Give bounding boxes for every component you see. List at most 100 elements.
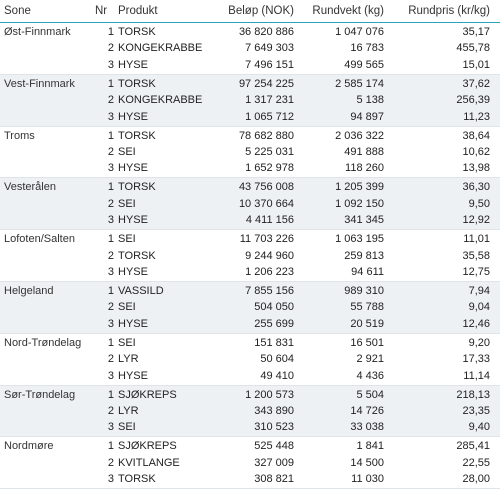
table-row: 2 KONGEKRABBE 7 649 303 16 783 455,78 [0,41,500,57]
cell-belop: 11 703 226 [239,233,294,246]
table-row: 2 SEI 504 050 55 788 9,04 [0,300,500,316]
cell-rundvekt: 14 500 [350,456,384,469]
cell-rundvekt: 5 504 [356,388,384,401]
cell-rundpris: 9,40 [468,421,490,434]
cell-rundvekt: 11 030 [351,473,384,486]
cell-nr: 3 [107,369,114,382]
cell-produkt: SJØKREPS [118,440,177,453]
zone-name: Troms [4,129,35,142]
cell-produkt: KONGEKRABBE [118,94,203,107]
cell-produkt: TORSK [118,129,156,142]
cell-rundpris: 7,94 [468,284,490,297]
zone-group: Lofoten/Salten 1 SEI 11 703 226 1 063 195 11,… [0,230,500,282]
table-row: 1 TORSK 36 820 886 1 047 076 35,17 [0,25,500,41]
cell-belop: 310 523 [254,421,294,434]
cell-rundpris: 38,64 [462,129,490,142]
cell-produkt: TORSK [118,77,156,90]
cell-produkt: SEI [118,301,136,314]
table-row: 3 TORSK 308 821 11 030 28,00 [0,472,500,488]
cell-rundpris: 11,14 [463,369,490,382]
zone-group: Helgeland 1 VASSILD 7 855 156 989 310 7,94 2 SE… [0,281,500,334]
cell-rundvekt: 55 788 [350,301,384,314]
cell-nr: 3 [107,317,114,330]
cell-rundpris: 256,39 [456,94,490,107]
zone-name: Vest-Finnmark [4,77,75,90]
cell-nr: 1 [107,440,114,453]
cell-rundpris: 37,62 [462,77,490,90]
cell-rundpris: 36,30 [462,181,490,194]
cell-rundpris: 218,13 [456,388,490,401]
cell-rundvekt: 491 888 [344,145,384,158]
cell-belop: 308 821 [254,473,294,486]
cell-nr: 1 [107,181,114,194]
cell-produkt: SEI [118,336,136,349]
table-row: 1 SEI 11 703 226 1 063 195 11,01 [0,232,500,248]
table-row: 3 SEI 310 523 33 038 9,40 [0,420,500,436]
cell-produkt: LYR [118,353,139,366]
cell-rundpris: 13,98 [462,162,490,175]
cell-belop: 151 831 [254,336,294,349]
cell-nr: 3 [107,162,114,175]
zone-name: Lofoten/Salten [4,233,75,246]
cell-belop: 1 206 223 [245,265,294,278]
zone-group: Sør-Trøndelag 1 SJØKREPS 1 200 573 5 504 218,… [0,385,500,438]
cell-belop: 327 009 [254,456,294,469]
cell-belop: 97 254 225 [238,77,294,90]
cell-nr: 2 [107,249,114,262]
table-row: 3 HYSE 1 652 978 118 260 13,98 [0,161,500,177]
cell-belop: 1 652 978 [245,162,294,175]
cell-nr: 1 [107,233,114,246]
cell-rundvekt: 989 310 [344,284,384,297]
cell-belop: 4 411 156 [245,214,294,227]
cell-nr: 3 [107,265,114,278]
table-row: 2 SEI 10 370 664 1 092 150 9,50 [0,197,500,213]
table-row: 3 HYSE 7 496 151 499 565 15,01 [0,58,500,74]
table-row: 2 KONGEKRABBE 1 317 231 5 138 256,39 [0,93,500,109]
cell-produkt: TORSK [118,473,156,486]
cell-rundpris: 12,46 [462,317,490,330]
cell-belop: 525 448 [254,440,294,453]
table-row: 1 TORSK 78 682 880 2 036 322 38,64 [0,129,500,145]
cell-nr: 3 [107,473,114,486]
cell-belop: 36 820 886 [238,26,294,38]
cell-nr: 2 [107,197,114,210]
cell-belop: 50 604 [260,353,294,366]
cell-produkt: HYSE [118,317,148,330]
cell-produkt: HYSE [118,369,148,382]
cell-rundvekt: 118 260 [345,162,384,175]
cell-produkt: LYR [118,404,139,417]
cell-belop: 255 699 [254,317,294,330]
cell-nr: 1 [107,284,114,297]
zone-name: Helgeland [4,284,54,297]
cell-nr: 3 [107,421,114,434]
cell-rundpris: 11,23 [463,110,490,123]
cell-nr: 2 [107,94,114,107]
cell-produkt: SEI [118,421,136,434]
cell-nr: 2 [107,404,114,417]
cell-produkt: HYSE [118,265,148,278]
table-body: Øst-Finnmark 1 TORSK 36 820 886 1 047 076 35,… [0,23,500,489]
cell-nr: 1 [107,26,114,38]
cell-rundpris: 17,33 [462,353,490,366]
cell-produkt: TORSK [118,181,156,194]
table-header: Sone Nr Produkt Beløp (NOK) Rundvekt (kg… [0,0,500,23]
cell-rundpris: 9,20 [468,336,490,349]
zone-group: Nord-Trøndelag 1 SEI 151 831 16 501 9,20 2 LYR 5… [0,334,500,386]
cell-belop: 5 225 031 [245,145,294,158]
cell-rundpris: 28,00 [462,473,490,486]
cell-rundpris: 23,35 [462,404,490,417]
cell-produkt: SEI [118,197,136,210]
cell-rundvekt: 341 345 [344,214,384,227]
table-row: 1 SJØKREPS 525 448 1 841 285,41 [0,439,500,455]
zone-name: Sør-Trøndelag [4,388,76,401]
cell-rundpris: 22,55 [462,456,490,469]
cell-rundvekt: 94 897 [350,110,384,123]
cell-rundvekt: 2 585 174 [335,77,384,90]
cell-produkt: HYSE [118,110,148,123]
cell-rundvekt: 1 063 195 [335,233,384,246]
cell-produkt: HYSE [118,58,148,71]
cell-nr: 3 [107,58,114,71]
cell-belop: 7 649 303 [245,42,294,55]
zone-group: Vesterålen 1 TORSK 43 756 008 1 205 399 36,30… [0,178,500,231]
